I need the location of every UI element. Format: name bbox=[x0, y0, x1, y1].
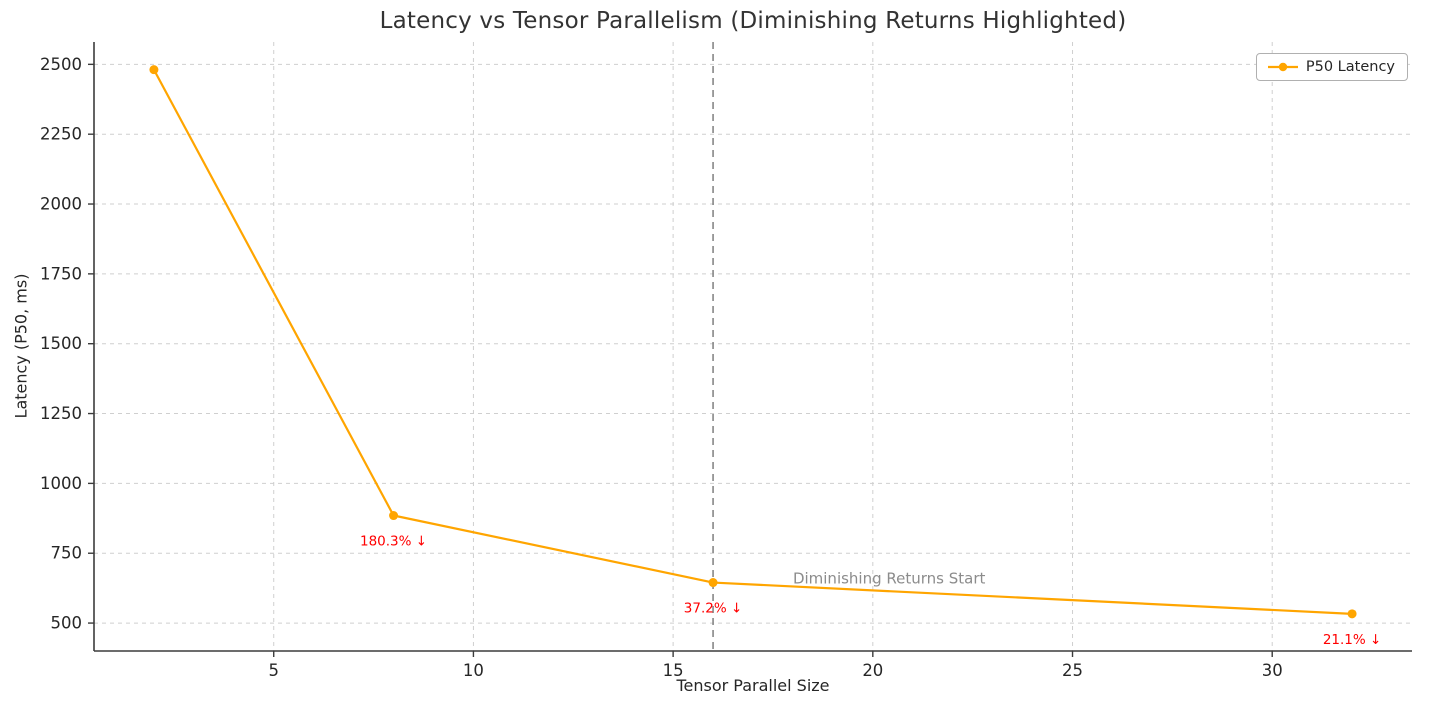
chart-title: Latency vs Tensor Parallelism (Diminishi… bbox=[379, 8, 1127, 34]
data-point bbox=[708, 578, 718, 588]
y-tick-label: 2250 bbox=[40, 125, 82, 144]
annotation-text: 37.2% ↓ bbox=[684, 601, 743, 617]
series-line bbox=[152, 68, 1354, 615]
y-tick-label: 500 bbox=[51, 614, 83, 633]
x-tick-label: 20 bbox=[862, 661, 883, 680]
y-tick-label: 1250 bbox=[40, 404, 82, 423]
y-tick-label: 2000 bbox=[40, 195, 82, 214]
y-tick-label: 1500 bbox=[40, 334, 82, 353]
x-tick-label: 15 bbox=[663, 661, 684, 680]
data-point bbox=[389, 511, 399, 521]
data-point bbox=[1347, 609, 1357, 619]
x-tick-label: 25 bbox=[1062, 661, 1083, 680]
legend-line-marker-icon bbox=[1267, 62, 1298, 72]
data-point bbox=[149, 65, 159, 75]
annotation-text: 21.1% ↓ bbox=[1323, 632, 1382, 648]
x-axis-label: Tensor Parallel Size bbox=[676, 676, 830, 695]
legend: P50 Latency bbox=[1255, 53, 1408, 81]
diminishing-returns-label: Diminishing Returns Start bbox=[793, 569, 986, 587]
y-axis-label: Latency (P50, ms) bbox=[11, 273, 31, 419]
x-tick-label: 30 bbox=[1262, 661, 1283, 680]
y-tick-label: 1000 bbox=[40, 474, 82, 493]
annotation-text: 180.3% ↓ bbox=[360, 534, 427, 550]
x-tick-label: 10 bbox=[463, 661, 484, 680]
y-tick-label: 2500 bbox=[40, 55, 82, 74]
legend-entry-label: P50 Latency bbox=[1305, 59, 1395, 75]
y-tick-label: 750 bbox=[51, 544, 83, 563]
y-tick-label: 1750 bbox=[40, 264, 82, 283]
x-tick-label: 5 bbox=[268, 661, 279, 680]
